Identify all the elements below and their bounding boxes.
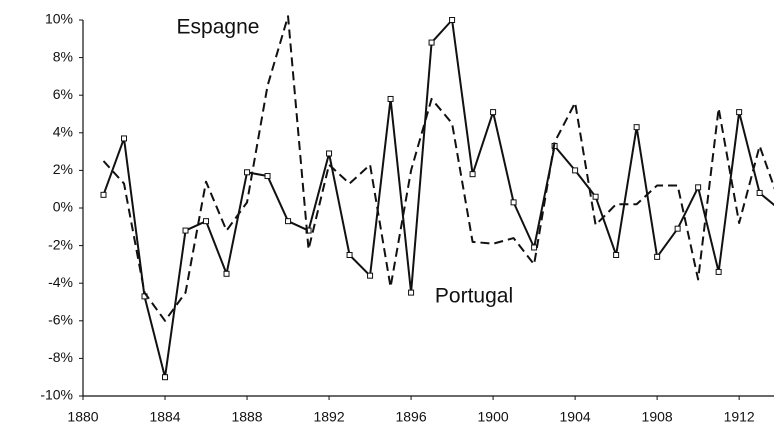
marker	[592, 193, 599, 200]
marker	[531, 244, 538, 251]
x-tick-label: 1904	[560, 409, 591, 425]
marker	[633, 124, 640, 131]
marker	[121, 135, 128, 142]
x-tick-label: 1888	[231, 409, 262, 425]
marker	[572, 167, 579, 174]
x-tick-label: 1884	[149, 409, 180, 425]
y-tick-label: 4%	[53, 124, 73, 140]
y-tick-label: -4%	[48, 274, 73, 290]
marker	[264, 173, 271, 180]
line	[102, 15, 774, 322]
marker	[469, 171, 476, 178]
line	[102, 19, 774, 379]
marker	[695, 184, 702, 191]
marker	[387, 95, 394, 102]
marker	[715, 268, 722, 275]
x-tick-label: 1892	[313, 409, 344, 425]
marker	[674, 225, 681, 232]
marker	[756, 189, 763, 196]
marker	[428, 39, 435, 46]
y-tick-label: 8%	[53, 48, 73, 64]
marker	[182, 227, 189, 234]
x-tick-label: 1896	[395, 409, 426, 425]
marker	[203, 218, 210, 225]
y-tick-label: -6%	[48, 312, 73, 328]
x-tick-label: 1900	[478, 409, 509, 425]
x-tick-label: 1880	[67, 409, 98, 425]
x-tick-label: 1908	[642, 409, 673, 425]
marker	[613, 252, 620, 258]
annotation: Espagne	[177, 16, 260, 39]
y-tick-label: 2%	[53, 161, 73, 177]
x-tick-label: 1912	[724, 409, 755, 425]
marker	[654, 253, 661, 260]
marker	[510, 199, 517, 206]
marker	[346, 252, 353, 258]
marker	[244, 169, 251, 176]
marker	[285, 218, 292, 225]
y-tick-label: 10%	[45, 11, 73, 27]
y-tick-label: 0%	[53, 199, 73, 215]
y-tick-label: -10%	[40, 387, 73, 403]
marker	[408, 289, 415, 296]
y-tick-label: 6%	[53, 86, 73, 102]
plot-area	[100, 15, 774, 381]
y-tick-label: -2%	[48, 236, 73, 252]
marker	[490, 109, 497, 116]
marker	[449, 17, 456, 23]
marker	[736, 109, 743, 116]
annotation: Portugal	[435, 285, 513, 308]
marker	[367, 272, 374, 279]
marker	[100, 191, 107, 198]
marker	[162, 374, 169, 381]
marker	[326, 150, 333, 157]
y-tick-label: -8%	[48, 349, 73, 365]
marker	[223, 270, 230, 277]
